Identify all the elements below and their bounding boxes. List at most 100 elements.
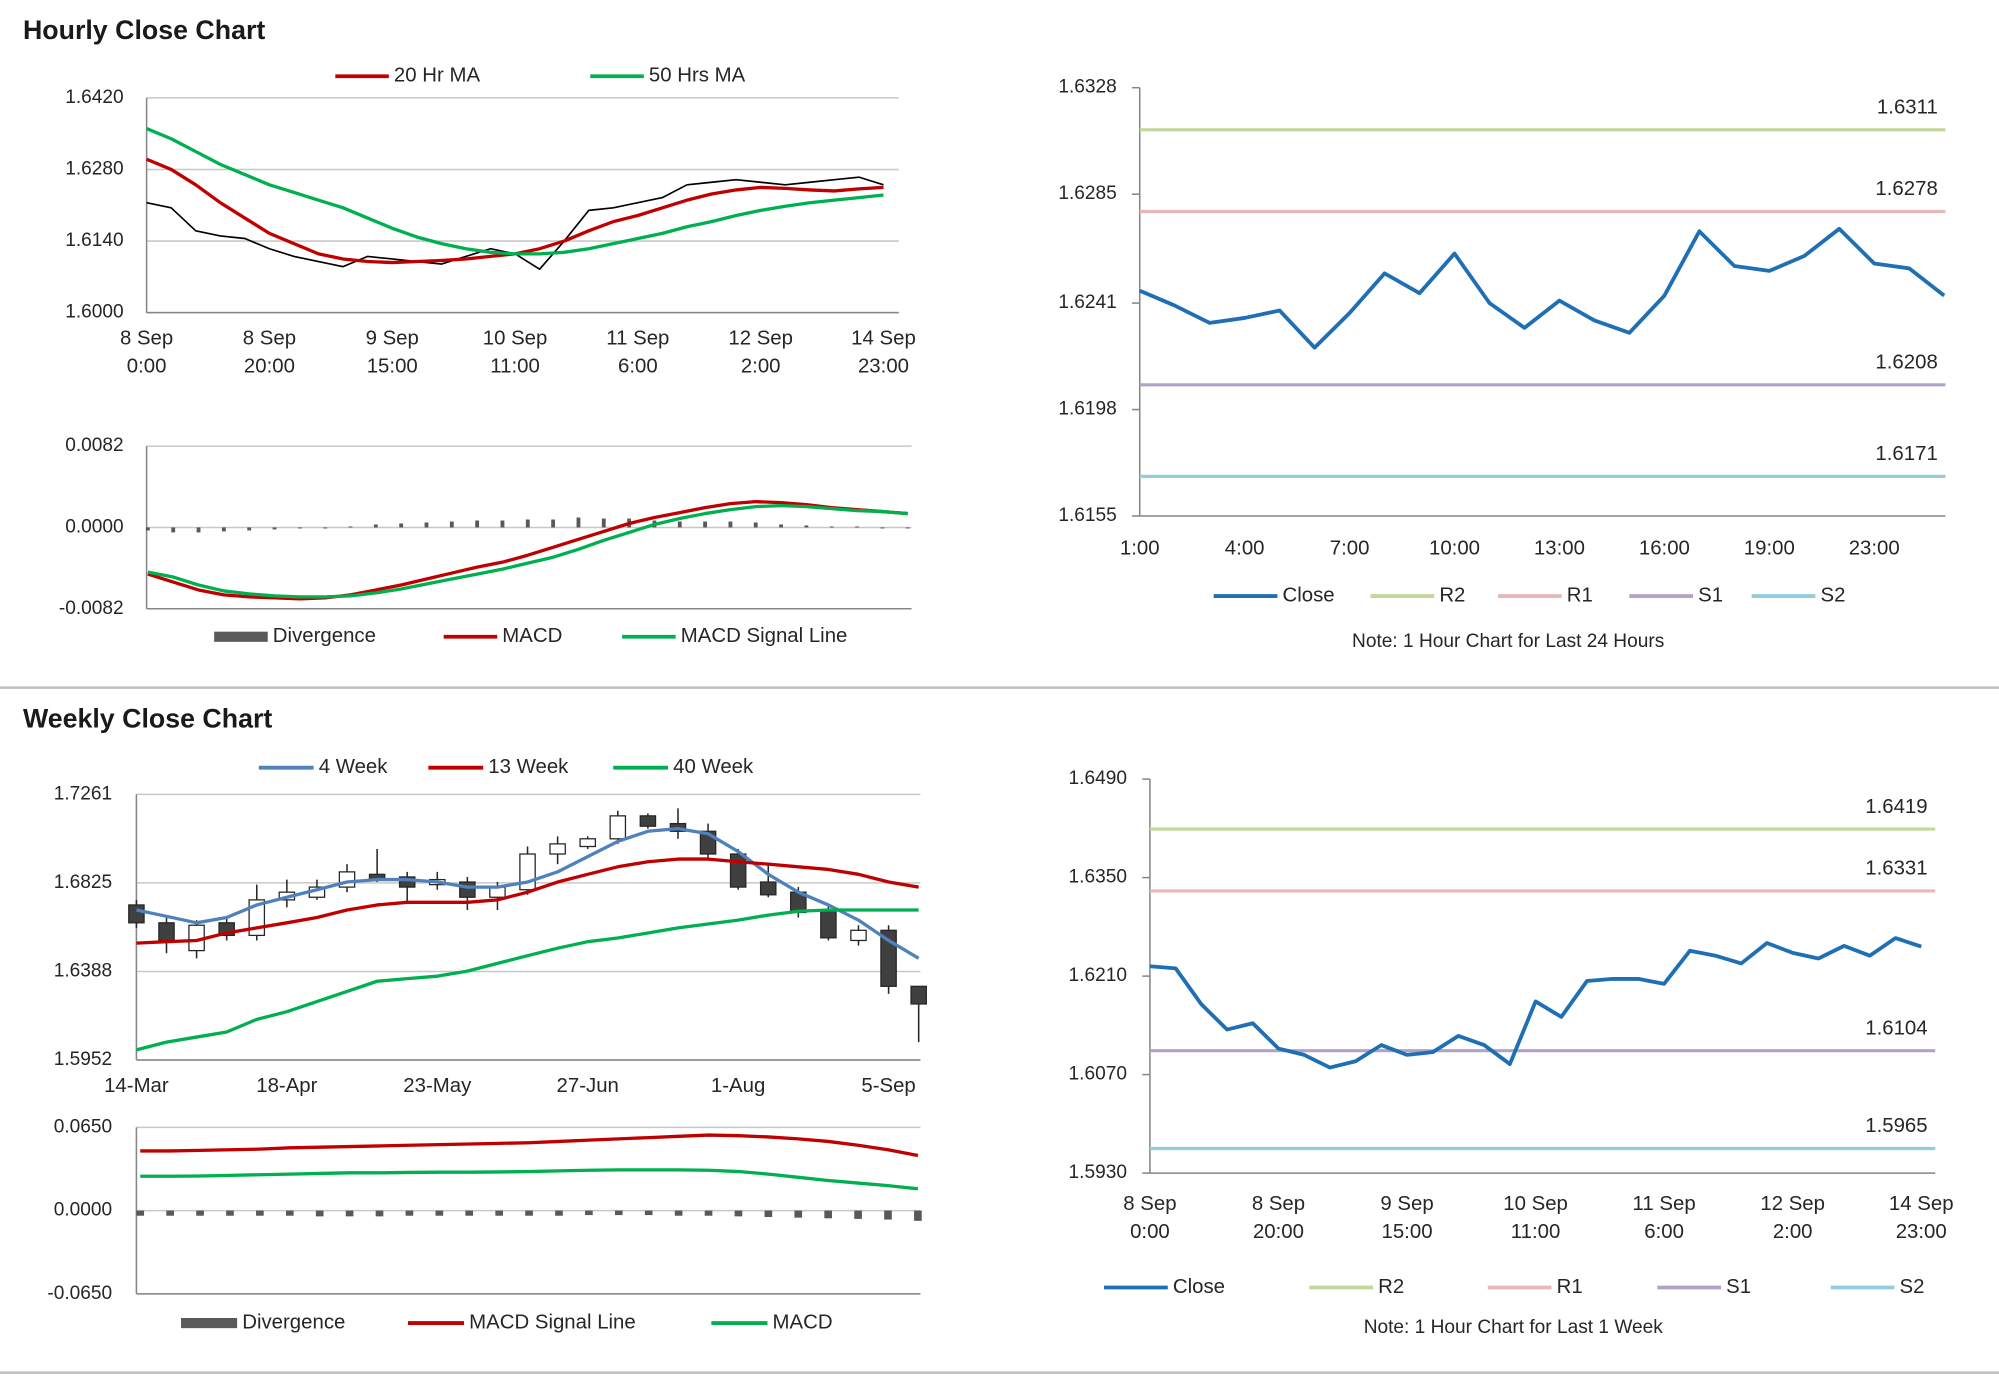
y-tick-label: 0.0000 [65,517,123,538]
divergence-bar [145,527,150,531]
divergence-bar [465,1210,474,1216]
divergence-bar [824,1210,833,1219]
y-tick-label: 1.6140 [65,230,123,251]
y-tick-label: 1.7261 [54,783,112,804]
x-tick-label: 8 Sep 20:00 [243,328,296,378]
divergence-bar [435,1210,444,1216]
level-label: 1.6278 [1875,178,1937,200]
divergence-bar [753,522,758,528]
legend-swatch [181,1317,238,1329]
legend-label: R2 [1378,1276,1404,1298]
line-series [1149,936,1922,1070]
candle-body [639,815,657,827]
candle-body [850,929,867,942]
divergence-bar [794,1210,803,1218]
x-tick-label: 9 Sep 15:00 [1380,1193,1433,1243]
legend-label: 4 Week [319,756,389,778]
x-tick-label: 8 Sep 0:00 [1123,1193,1176,1243]
x-tick-label: 11 Sep 6:00 [1633,1193,1696,1243]
divergence-bar [424,522,429,528]
x-tick-label: 27-Jun [557,1075,619,1097]
legend-label: S2 [1821,584,1846,606]
level-label: 1.5965 [1865,1115,1927,1137]
y-tick-label: 1.6490 [1069,768,1127,789]
y-tick-label: 1.6280 [65,159,123,180]
legend-label: Divergence [273,625,376,647]
divergence-bar [500,520,505,528]
divergence-bar [728,521,733,528]
legend-label: 40 Week [673,756,754,778]
divergence-bar [525,519,530,528]
candle-body [128,904,145,924]
divergence-bar [166,1210,174,1216]
x-tick-label: 19:00 [1744,537,1795,559]
y-tick-label: 1.6388 [54,961,112,982]
legend-label: R1 [1567,584,1593,606]
y-tick-label: 1.6070 [1069,1064,1127,1085]
y-tick-label: 1.6155 [1058,505,1116,526]
divergence-bar [373,524,378,528]
divergence-bar [272,527,277,530]
candle-body [398,876,416,888]
x-tick-label: 8 Sep 20:00 [1252,1193,1305,1243]
candle-body [759,881,777,896]
divergence-bar [399,523,404,528]
candle-body [729,853,747,888]
divergence-bar [884,1210,892,1220]
level-label: 1.6311 [1877,97,1938,119]
y-tick-label: 1.6350 [1069,867,1127,888]
divergence-bar [297,527,302,529]
divergence-bar [804,525,809,528]
x-tick-label: 5-Sep [861,1075,915,1097]
divergence-bar [348,526,353,528]
x-tick-label: 10 Sep 11:00 [483,328,548,378]
level-label: 1.6331 [1865,858,1927,880]
divergence-bar [226,1210,234,1216]
divergence-bar [614,1210,623,1216]
section-heading: Weekly Close Chart [23,704,272,734]
line-series [140,1133,919,1158]
line-series [135,908,919,1052]
chart-note: Note: 1 Hour Chart for Last 1 Week [1364,1317,1664,1338]
legend-label: MACD [773,1311,833,1333]
line-series [147,503,908,599]
level-label: 1.6104 [1865,1017,1927,1039]
x-tick-label: 12 Sep 2:00 [1760,1193,1825,1243]
y-tick-label: 0.0000 [54,1200,112,1221]
legend-label: R2 [1439,584,1465,606]
divergence-bar [196,527,201,533]
x-tick-label: 18-Apr [256,1075,317,1097]
divergence-bar [323,527,328,529]
y-tick-label: 1.6241 [1058,292,1116,313]
legend-label: R1 [1557,1276,1583,1298]
x-tick-label: 8 Sep 0:00 [120,328,173,378]
legend-label: 13 Week [488,756,569,778]
y-tick-label: 0.0650 [54,1116,112,1137]
divergence-bar [555,1210,563,1216]
divergence-bar [171,527,176,533]
divergence-bar [196,1210,204,1216]
divergence-bar [880,527,885,529]
legend-label: Close [1173,1276,1225,1298]
x-tick-label: 23:00 [1849,537,1900,559]
divergence-bar [677,521,682,528]
divergence-bar [601,518,606,528]
candle-body [910,985,927,1005]
line-series [147,500,908,601]
candle-body [158,922,175,942]
divergence-bar [644,1210,653,1216]
divergence-bar [854,1210,862,1219]
divergence-bar [375,1210,384,1217]
legend-label: Divergence [242,1311,345,1333]
divergence-bar [704,1210,713,1216]
candle-body [579,838,597,848]
y-tick-label: 1.6420 [65,87,123,108]
x-tick-label: 10 Sep 11:00 [1503,1193,1568,1243]
divergence-bar [829,526,834,528]
candle-body [459,881,476,898]
legend-swatch [214,631,268,642]
divergence-bar [764,1210,773,1218]
chart-note: Note: 1 Hour Chart for Last 24 Hours [1352,631,1664,652]
x-tick-label: 14 Sep 23:00 [851,328,916,378]
